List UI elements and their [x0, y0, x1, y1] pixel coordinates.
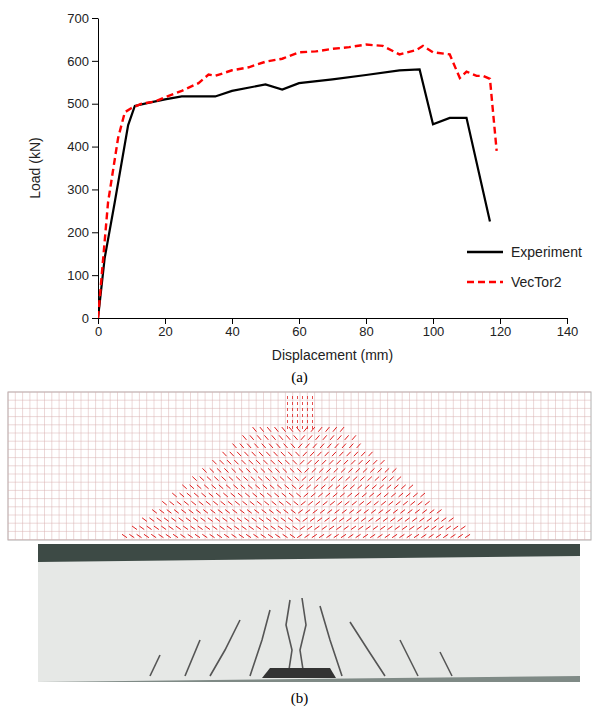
tick-label: 100	[67, 268, 89, 283]
tick: 140	[557, 318, 579, 339]
legend-swatch	[467, 281, 503, 283]
tick-mark	[92, 147, 98, 148]
photo	[38, 544, 580, 682]
tick: 100	[67, 268, 98, 283]
caption: (b)	[291, 690, 309, 707]
legend-swatch	[467, 251, 503, 253]
tick: 60	[292, 318, 306, 339]
legend-label: Experiment	[511, 244, 582, 260]
series-line	[98, 45, 497, 318]
tick: 100	[423, 318, 445, 339]
tick-mark	[92, 318, 98, 319]
y-axis-title: Load (kN)	[27, 137, 43, 198]
figure: 0 20 40 60 80 100 120 140 0 100 200 300 400 500 600 700…	[0, 0, 599, 711]
legend: Experiment VecTor2	[467, 244, 582, 290]
tick-label: 100	[423, 324, 445, 339]
x-axis-title: Displacement (mm)	[272, 347, 393, 363]
tick-mark	[500, 318, 501, 324]
tick-label: 20	[158, 324, 172, 339]
plot-area	[98, 45, 497, 318]
tick: 20	[158, 318, 172, 339]
tick: 700	[67, 11, 98, 26]
tick-label: 0	[95, 324, 102, 339]
tick-label: 40	[225, 324, 239, 339]
x-axis: 0 20 40 60 80 100 120 140	[95, 318, 578, 339]
tick-label: 400	[67, 139, 89, 154]
y-axis: 0 100 200 300 400 500 600 700	[67, 11, 98, 326]
tick-label: 700	[67, 11, 89, 26]
tick-label: 80	[359, 324, 373, 339]
tick-mark	[92, 189, 98, 190]
tick-mark	[567, 318, 568, 324]
tick: 40	[225, 318, 239, 339]
tick: 500	[67, 96, 98, 111]
tick-label: 120	[490, 324, 512, 339]
tick-mark	[98, 318, 99, 324]
tick: 0	[82, 311, 98, 326]
tick-label: 600	[67, 54, 89, 69]
tick-label: 60	[292, 324, 306, 339]
tick: 80	[359, 318, 373, 339]
tick-label: 200	[67, 225, 89, 240]
caption: (a)	[291, 369, 308, 386]
tick: 600	[67, 54, 98, 69]
tick-mark	[92, 61, 98, 62]
axis-line	[99, 318, 568, 319]
tick-mark	[92, 18, 98, 19]
tick: 200	[67, 225, 98, 240]
tick-mark	[165, 318, 166, 324]
tick-mark	[366, 318, 367, 324]
axis-line	[98, 19, 99, 319]
tick-mark	[232, 318, 233, 324]
tick-mark	[92, 275, 98, 276]
tick-label: 0	[82, 311, 89, 326]
mesh-diagram	[8, 392, 591, 540]
tick: 0	[95, 318, 102, 339]
tick-label: 140	[557, 324, 579, 339]
tick-mark	[299, 318, 300, 324]
tick-label: 500	[67, 96, 89, 111]
tick-label: 300	[67, 182, 89, 197]
tick: 120	[490, 318, 512, 339]
tick: 300	[67, 182, 98, 197]
tick-mark	[92, 104, 98, 105]
tick: 400	[67, 139, 98, 154]
tick-mark	[92, 232, 98, 233]
tick-mark	[433, 318, 434, 324]
legend-label: VecTor2	[511, 274, 562, 290]
series-line	[98, 69, 490, 318]
